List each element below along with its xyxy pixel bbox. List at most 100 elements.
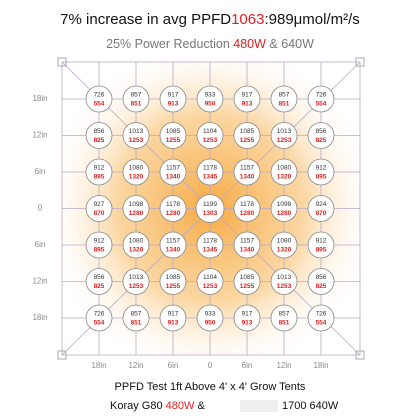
reading-480w: 554 [94, 101, 105, 108]
reading-640w: 1085 [166, 274, 181, 281]
reading-480w: 851 [279, 101, 290, 108]
reading-480w: 895 [316, 174, 327, 181]
reading-640w: 1178 [203, 165, 217, 172]
reading-640w: 856 [316, 128, 327, 135]
reading-480w: 1345 [203, 174, 218, 181]
reading-480w: 554 [316, 320, 327, 327]
reading-640w: 1157 [166, 165, 180, 172]
reading-480w: 1320 [129, 247, 144, 254]
reading-640w: 1085 [240, 128, 255, 135]
reading-circle [307, 122, 335, 149]
reading-640w: 912 [94, 165, 105, 172]
reading-circle [159, 122, 187, 149]
footer-part: Koray G80 [110, 400, 166, 412]
reading-circle [122, 195, 150, 222]
reading-circle [196, 158, 224, 186]
reading-circle [233, 231, 261, 259]
reading-circle [307, 231, 335, 259]
reading-480w: 1345 [203, 247, 218, 254]
reading-circle [270, 122, 298, 149]
corner [355, 57, 365, 67]
reading-640w: 912 [316, 165, 327, 172]
reading-circle [195, 194, 225, 223]
reading-640w: 912 [316, 238, 327, 245]
reading-circle [85, 231, 113, 259]
reading-circle [122, 268, 150, 295]
title: 7% increase in avg PPFD1063:989μmol/m²/s [60, 11, 360, 28]
reading-480w: 554 [316, 101, 327, 108]
title-part: :989μmol/m²/s [264, 11, 359, 28]
reading-640w: 1080 [277, 165, 292, 172]
corner [57, 57, 67, 67]
reading-640w: 726 [316, 311, 327, 318]
reading-circle [159, 304, 187, 332]
reading-480w: 1253 [277, 283, 292, 290]
reading-640w: 726 [316, 92, 327, 99]
reading-480w: 913 [242, 101, 253, 108]
y-label: 18in [32, 313, 47, 322]
x-label: 6in [242, 361, 253, 370]
title-part: 1063 [231, 11, 264, 28]
reading-circle [270, 304, 298, 332]
reading-circle [196, 231, 224, 259]
reading-480w: 1320 [277, 174, 292, 181]
subtitle: 25% Power Reduction 480W & 640W [106, 37, 314, 51]
x-label: 12in [128, 361, 143, 370]
reading-640w: 1157 [240, 238, 254, 245]
x-label: 0 [208, 361, 213, 370]
reading-480w: 1320 [129, 174, 144, 181]
reading-circle [196, 85, 224, 113]
reading-480w: 825 [316, 137, 327, 144]
reading-circle [307, 304, 335, 332]
footer-part: 1700 640W [282, 400, 339, 412]
corner [355, 350, 365, 360]
reading-480w: 1280 [240, 210, 255, 217]
reading-circle [85, 85, 113, 113]
reading-circle [307, 268, 335, 295]
y-label: 6in [35, 240, 46, 249]
reading-circle [122, 122, 150, 149]
reading-circle [159, 268, 187, 295]
reading-circle [196, 122, 224, 149]
reading-640w: 1178 [166, 201, 180, 208]
reading-circle [233, 158, 261, 186]
reading-640w: 1013 [129, 274, 144, 281]
reading-640w: 856 [316, 274, 327, 281]
reading-480w: 851 [279, 320, 290, 327]
reading-480w: 825 [316, 283, 327, 290]
reading-480w: 1255 [166, 137, 181, 144]
reading-480w: 950 [205, 320, 216, 327]
reading-circle [159, 195, 187, 222]
reading-640w: 1013 [277, 274, 292, 281]
reading-640w: 1199 [203, 201, 217, 208]
reading-circle [85, 122, 113, 149]
reading-640w: 1098 [277, 201, 292, 208]
reading-640w: 1098 [129, 201, 144, 208]
subtitle-part: 25% Power Reduction [106, 37, 233, 51]
reading-480w: 1280 [129, 210, 144, 217]
reading-circle [85, 158, 113, 186]
reading-640w: 1178 [203, 238, 217, 245]
reading-640w: 857 [279, 92, 290, 99]
reading-circle [122, 158, 150, 186]
reading-480w: 913 [168, 320, 179, 327]
reading-640w: 1178 [240, 201, 254, 208]
reading-circle [196, 304, 224, 332]
footer-line: Koray G80 480W & 1700 640W [110, 400, 339, 412]
reading-480w: 1253 [129, 137, 144, 144]
reading-480w: 851 [131, 101, 142, 108]
reading-480w: 1340 [166, 247, 181, 254]
y-label: 12in [32, 131, 47, 140]
reading-480w: 895 [94, 174, 105, 181]
reading-480w: 913 [168, 101, 179, 108]
reading-640w: 857 [279, 311, 290, 318]
y-label: 0 [38, 204, 43, 213]
title-part: 7% increase in avg PPFD [60, 11, 231, 28]
reading-480w: 1253 [277, 137, 292, 144]
reading-640w: 917 [242, 311, 253, 318]
reading-circle [122, 304, 150, 332]
y-label: 6in [35, 167, 46, 176]
reading-480w: 1255 [166, 283, 181, 290]
reading-circle [85, 268, 113, 295]
